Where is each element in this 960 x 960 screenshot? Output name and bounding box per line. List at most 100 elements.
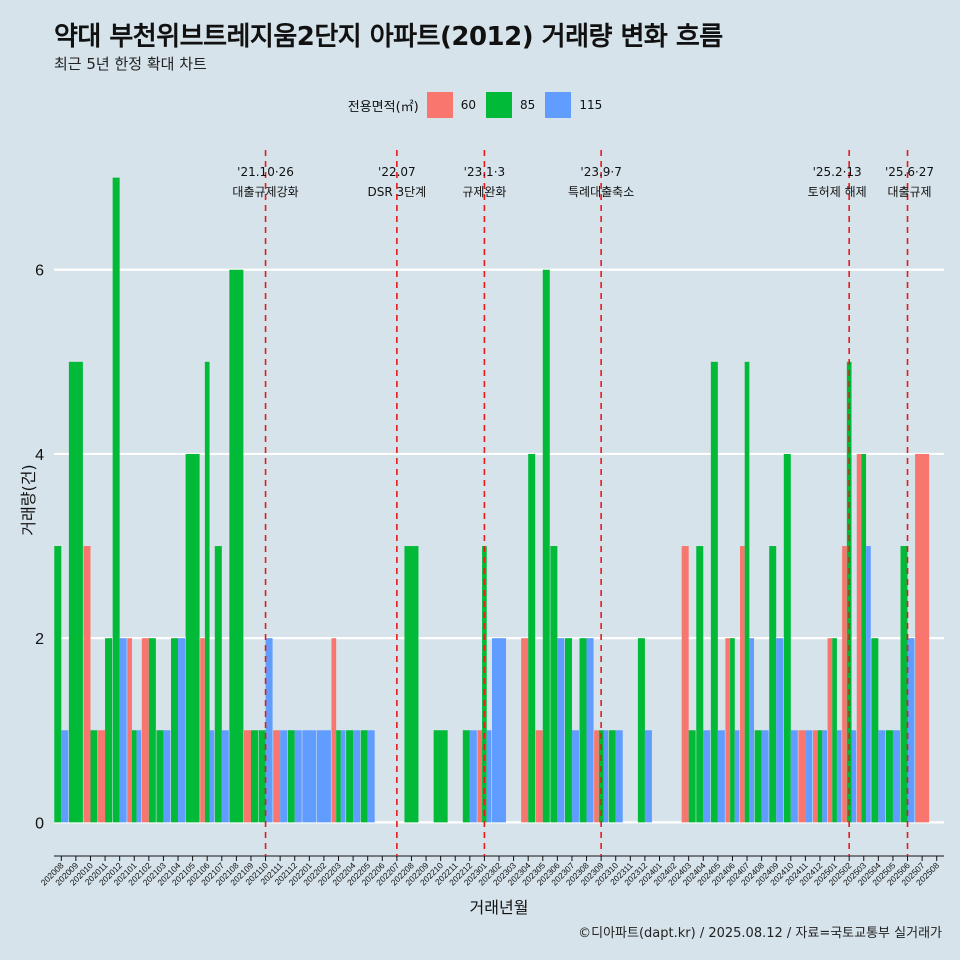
bar-60-202503 bbox=[856, 453, 862, 823]
legend-swatch-115 bbox=[545, 92, 572, 118]
bar-60-202301 bbox=[477, 730, 483, 823]
event-name-label: 특례대출축소 bbox=[568, 185, 634, 199]
bar-85-202407 bbox=[744, 361, 750, 823]
bar-115-202410 bbox=[790, 730, 798, 823]
bar-85-202102 bbox=[148, 638, 156, 823]
bar-115-202404 bbox=[703, 730, 711, 823]
bar-85-202009 bbox=[68, 361, 83, 823]
bar-85-202106 bbox=[204, 361, 210, 823]
bar-85-202404 bbox=[696, 546, 704, 823]
event-date-label: '23.1·3 bbox=[464, 165, 505, 179]
bar-85-202308 bbox=[579, 638, 587, 823]
legend-title: 전용면적(㎡) bbox=[347, 99, 419, 115]
bar-115-202407 bbox=[749, 638, 755, 823]
bar-115-202503 bbox=[866, 546, 871, 823]
bar-85-202101 bbox=[131, 730, 137, 823]
bar-115-202204 bbox=[353, 730, 361, 823]
legend-swatch-85 bbox=[486, 92, 513, 118]
bar-85-202305 bbox=[542, 269, 550, 823]
bar-115-202107 bbox=[221, 730, 229, 823]
bar-115-202205 bbox=[367, 730, 375, 823]
bar-60-202403 bbox=[681, 546, 689, 823]
bar-85-202011 bbox=[105, 638, 113, 823]
bar-115-202506 bbox=[907, 638, 915, 823]
bar-115-202202 bbox=[316, 730, 331, 823]
bar-115-202103 bbox=[163, 730, 171, 823]
bar-85-202012 bbox=[112, 177, 120, 823]
legend-item-60: 60 bbox=[426, 92, 477, 118]
bar-115-202501 bbox=[836, 730, 842, 823]
bar-115-202406 bbox=[734, 730, 740, 823]
bar-60-202412 bbox=[812, 730, 818, 823]
bar-60-202502 bbox=[842, 546, 847, 823]
bar-85-202110 bbox=[258, 730, 266, 823]
event-name-label: 대출규제 bbox=[887, 185, 931, 199]
bar-60-202501 bbox=[827, 638, 833, 823]
bar-115-202409 bbox=[776, 638, 784, 823]
bar-85-202406 bbox=[730, 638, 735, 823]
bar-85-202306 bbox=[550, 546, 558, 823]
bar-60-202406 bbox=[725, 638, 731, 823]
bar-115-202302 bbox=[491, 638, 507, 823]
bar-115-202104 bbox=[178, 638, 186, 823]
bar-60-202102 bbox=[141, 638, 149, 823]
bar-115-202309 bbox=[603, 730, 609, 823]
bar-85-202008 bbox=[54, 546, 62, 823]
bar-115-202412 bbox=[822, 730, 827, 823]
bar-115-202504 bbox=[878, 730, 886, 823]
bar-85-202107 bbox=[214, 546, 222, 823]
bar-60-202106 bbox=[200, 638, 205, 823]
bar-115-202112 bbox=[294, 730, 302, 823]
bar-60-202010 bbox=[83, 546, 91, 823]
bar-85-202409 bbox=[769, 546, 777, 823]
bar-85-202501 bbox=[832, 638, 837, 823]
source-caption: ©디아파트(dapt.kr) / 2025.08.12 / 자료=국토교통부 실… bbox=[578, 926, 942, 941]
bar-115-202411 bbox=[805, 730, 813, 823]
bar-60-202411 bbox=[798, 730, 806, 823]
bar-85-202108 bbox=[229, 269, 244, 823]
bar-115-202101 bbox=[136, 730, 142, 823]
event-name-label: 규제완화 bbox=[462, 185, 506, 199]
y-axis-title: 거래량(건) bbox=[19, 464, 38, 535]
bar-60-202101 bbox=[127, 638, 132, 823]
bar-85-202505 bbox=[885, 730, 893, 823]
bar-85-202112 bbox=[287, 730, 295, 823]
bar-85-202205 bbox=[360, 730, 368, 823]
event-date-label: '23.9·7 bbox=[580, 165, 621, 179]
bar-115-202308 bbox=[586, 638, 594, 823]
bar-60-202305 bbox=[535, 730, 543, 823]
bar-85-202503 bbox=[861, 453, 867, 823]
legend: 전용면적(㎡) 60 85 115 bbox=[0, 92, 960, 118]
bar-85-202408 bbox=[754, 730, 762, 823]
bar-85-202312 bbox=[637, 638, 645, 823]
event-name-label: 토허제 해제 bbox=[808, 185, 867, 199]
bar-85-202307 bbox=[564, 638, 572, 823]
x-axis-title: 거래년월 bbox=[470, 898, 529, 917]
bar-115-202312 bbox=[644, 730, 652, 823]
legend-label-85: 85 bbox=[520, 98, 536, 112]
bar-115-202106 bbox=[209, 730, 215, 823]
bar-115-202012 bbox=[119, 638, 127, 823]
bar-60-202309 bbox=[594, 730, 599, 823]
bar-115-202408 bbox=[761, 730, 769, 823]
bar-85-202310 bbox=[608, 730, 616, 823]
bar-115-202110 bbox=[265, 638, 273, 823]
legend-label-60: 60 bbox=[460, 98, 477, 112]
bar-115-202310 bbox=[615, 730, 623, 823]
bar-115-202008 bbox=[61, 730, 69, 823]
bar-85-202109 bbox=[250, 730, 258, 823]
bar-85-202208 bbox=[404, 546, 419, 823]
event-name-label: DSR 3단계 bbox=[368, 185, 427, 199]
bar-85-202103 bbox=[156, 730, 164, 823]
bar-115-202212 bbox=[469, 730, 477, 823]
bar-85-202410 bbox=[783, 453, 791, 823]
bar-85-202405 bbox=[710, 361, 718, 823]
event-name-label: 대출규제강화 bbox=[232, 185, 298, 199]
bar-60-202011 bbox=[98, 730, 106, 823]
bar-85-202105 bbox=[185, 453, 200, 823]
legend-label-115: 115 bbox=[579, 98, 603, 112]
chart-subtitle: 최근 5년 한정 확대 차트 bbox=[54, 55, 207, 73]
event-date-label: '25.6·27 bbox=[885, 165, 934, 179]
bar-115-202505 bbox=[892, 730, 900, 823]
